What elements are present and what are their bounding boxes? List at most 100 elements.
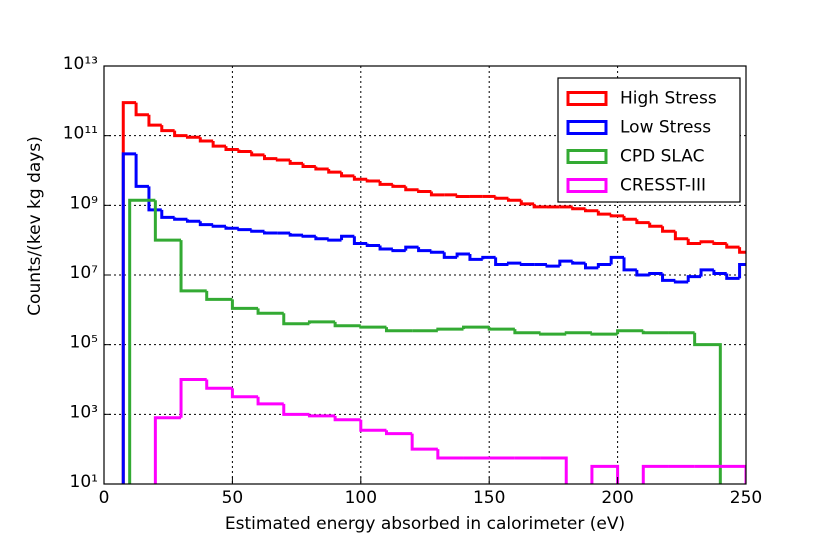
histogram-step bbox=[327, 238, 342, 242]
histogram-step bbox=[275, 158, 291, 162]
y-tick-label: 10¹ bbox=[70, 472, 98, 492]
histogram-step bbox=[404, 186, 419, 192]
legend-swatch bbox=[566, 178, 608, 193]
histogram-step bbox=[673, 231, 689, 241]
histogram-step bbox=[153, 416, 182, 484]
histogram-step bbox=[352, 236, 368, 246]
histogram-step bbox=[455, 194, 470, 198]
histogram-step bbox=[584, 208, 599, 213]
ticks: 0 50 100 150 200 250 10¹ 10³ 10⁵ 10⁷ 10⁹ 10¹¹ 10¹³ bbox=[63, 54, 762, 508]
y-tick-label: 10¹³ bbox=[63, 54, 98, 74]
histogram-step bbox=[584, 263, 599, 270]
legend-swatch bbox=[566, 149, 608, 164]
histogram-step bbox=[256, 308, 284, 315]
histogram-step bbox=[230, 388, 259, 399]
histogram-step bbox=[590, 332, 618, 336]
histogram-step bbox=[128, 198, 156, 484]
histogram-step bbox=[725, 273, 740, 280]
histogram-step bbox=[410, 433, 438, 451]
histogram-step bbox=[564, 331, 592, 335]
histogram-step bbox=[699, 268, 714, 277]
y-tick-label: 10³ bbox=[70, 402, 98, 422]
y-tick-label: 10⁵ bbox=[70, 333, 98, 353]
histogram-step bbox=[352, 175, 368, 181]
legend-swatch bbox=[566, 120, 608, 135]
histogram-step bbox=[720, 464, 746, 484]
histogram-step bbox=[686, 238, 702, 246]
histogram-step bbox=[147, 186, 162, 212]
histogram-step bbox=[506, 261, 522, 265]
histogram-step bbox=[391, 248, 406, 253]
histogram-step bbox=[307, 414, 336, 418]
histogram-step bbox=[237, 149, 252, 154]
histogram-step bbox=[160, 209, 175, 219]
legend: High Stress Low Stress CPD SLAC CRESST-III bbox=[557, 77, 741, 203]
histogram-step bbox=[301, 234, 316, 238]
histogram-step bbox=[494, 257, 509, 267]
histogram-step bbox=[635, 219, 650, 225]
histogram-step bbox=[571, 206, 586, 211]
histogram-step bbox=[256, 396, 284, 406]
legend-label: High Stress bbox=[620, 89, 717, 109]
histogram-step bbox=[539, 332, 567, 336]
histogram-step bbox=[288, 160, 304, 165]
histogram-step bbox=[282, 403, 310, 416]
histogram-step bbox=[609, 214, 625, 218]
legend-label: Low Stress bbox=[620, 118, 711, 138]
histogram-step bbox=[173, 217, 188, 221]
histogram-step bbox=[179, 240, 207, 293]
x-tick-label: 200 bbox=[601, 488, 633, 508]
histogram-step bbox=[661, 226, 676, 233]
histogram-step bbox=[725, 243, 740, 249]
histogram-step bbox=[442, 252, 458, 259]
x-tick-label: 250 bbox=[730, 488, 762, 508]
histogram-step bbox=[417, 189, 432, 193]
histogram-step bbox=[596, 263, 612, 268]
histogram-step bbox=[404, 245, 419, 251]
y-tick-label: 10⁷ bbox=[70, 263, 99, 283]
x-axis-label: Estimated energy absorbed in calorimeter… bbox=[225, 514, 625, 534]
histogram-step bbox=[699, 240, 714, 244]
histogram-step bbox=[237, 228, 252, 232]
histogram-step bbox=[429, 191, 445, 197]
histogram-step bbox=[198, 221, 214, 227]
legend-label: CPD SLAC bbox=[620, 147, 704, 167]
histogram-step bbox=[455, 252, 470, 258]
x-tick-label: 150 bbox=[473, 488, 505, 508]
histogram-step bbox=[301, 163, 316, 169]
legend-box bbox=[557, 77, 741, 203]
histogram-step bbox=[494, 196, 509, 200]
histogram-step bbox=[712, 241, 727, 246]
histogram-step bbox=[378, 245, 393, 251]
histogram-step bbox=[391, 184, 406, 188]
histogram-step bbox=[648, 272, 663, 276]
histogram-step bbox=[712, 269, 727, 276]
histogram-step bbox=[340, 234, 355, 241]
histogram-step bbox=[179, 378, 207, 418]
histogram-step bbox=[205, 290, 233, 301]
histogram-step bbox=[622, 257, 637, 272]
histogram-step bbox=[333, 321, 361, 328]
x-tick-label: 50 bbox=[222, 488, 244, 508]
histogram-step bbox=[250, 151, 265, 157]
histogram-step bbox=[468, 254, 483, 261]
histogram-step bbox=[147, 114, 162, 127]
histogram-step bbox=[340, 172, 355, 178]
histogram-step bbox=[230, 299, 259, 310]
histogram-step bbox=[205, 379, 233, 390]
histogram-step bbox=[365, 243, 381, 248]
histogram-step bbox=[314, 236, 329, 241]
histogram-step bbox=[436, 449, 464, 460]
histogram-step bbox=[185, 219, 201, 223]
histogram-step bbox=[641, 330, 669, 335]
histogram-step bbox=[417, 247, 432, 253]
histogram-step bbox=[224, 146, 239, 152]
histogram-step bbox=[307, 320, 336, 324]
histogram-step bbox=[596, 210, 612, 216]
histogram-step bbox=[314, 166, 329, 171]
histogram-step bbox=[673, 280, 689, 284]
y-tick-label: 10¹¹ bbox=[63, 124, 98, 144]
histogram-step bbox=[648, 222, 663, 228]
histogram-step bbox=[429, 250, 445, 254]
histogram-step bbox=[211, 224, 226, 228]
